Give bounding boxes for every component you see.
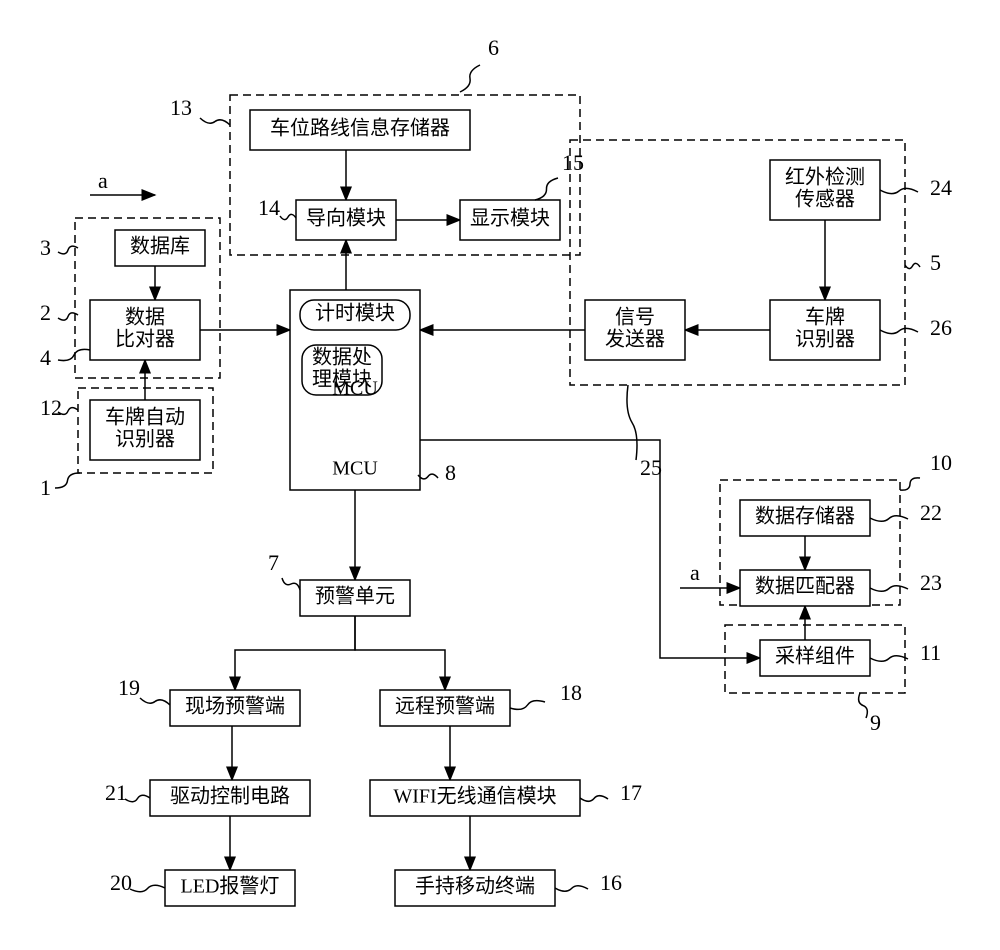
callout-line-24 <box>880 188 918 193</box>
callout-line-7 <box>282 578 300 590</box>
label-b21: 驱动控制电路 <box>170 785 290 808</box>
callout-19: 19 <box>118 675 140 700</box>
label-b19: 现场预警端 <box>185 695 285 718</box>
callout-7: 7 <box>268 550 279 575</box>
callout-line-5 <box>905 263 920 268</box>
callout-line-21 <box>125 795 150 801</box>
callout-21: 21 <box>105 780 127 805</box>
callout-9: 9 <box>870 710 881 735</box>
callout-line-16 <box>555 886 588 892</box>
callout-11: 11 <box>920 640 941 665</box>
block-diagram: 6131514245262532412187191821172016102223… <box>0 0 1000 950</box>
label-b13: 车位路线信息存储器 <box>270 117 450 140</box>
callout-10: 10 <box>930 450 952 475</box>
callout-17: 17 <box>620 780 642 805</box>
callout-13: 13 <box>170 95 192 120</box>
label-b3: 数据库 <box>130 235 190 258</box>
callout-line-19 <box>140 698 170 705</box>
label-b23: 数据匹配器 <box>755 575 855 598</box>
label-b18: 远程预警端 <box>395 695 495 718</box>
label-b26-1: 车牌 <box>805 306 845 329</box>
callout-20: 20 <box>110 870 132 895</box>
callout-4: 4 <box>40 345 51 370</box>
callout-1: 1 <box>40 475 51 500</box>
label-b26-2: 识别器 <box>795 328 855 351</box>
callout-line-22 <box>870 516 908 522</box>
label-b14: 导向模块 <box>306 207 386 230</box>
label-b22: 数据存储器 <box>755 505 855 528</box>
callout-line-18 <box>510 701 545 710</box>
callout-line-20 <box>130 885 165 891</box>
label-b20: LED报警灯 <box>181 875 280 898</box>
callout-line-17 <box>580 796 608 802</box>
callout-line-4 <box>58 349 90 360</box>
callout-12: 12 <box>40 395 62 420</box>
callout-line-25 <box>627 385 637 460</box>
label-b4-2: 比对器 <box>115 328 175 351</box>
polyedge <box>235 616 355 690</box>
label-b25-1: 信号 <box>615 306 655 329</box>
label-b24-2: 传感器 <box>795 188 855 211</box>
label-b24-1: 红外检测 <box>785 166 865 189</box>
label-b15: 显示模块 <box>470 207 550 230</box>
label-mcu: MCU <box>332 458 378 480</box>
callout-8: 8 <box>445 460 456 485</box>
callout-3: 3 <box>40 235 51 260</box>
callout-line-6 <box>460 65 480 92</box>
callout-line-8 <box>418 474 438 479</box>
callout-6: 6 <box>488 35 499 60</box>
label-b25-2: 发送器 <box>605 328 665 351</box>
callout-5: 5 <box>930 250 941 275</box>
callout-24: 24 <box>930 175 952 200</box>
callout-line-11 <box>870 656 908 662</box>
callout-line-1 <box>55 473 80 488</box>
callout-line-10 <box>900 478 920 490</box>
label-b4-1: 数据 <box>125 306 165 329</box>
callout-22: 22 <box>920 500 942 525</box>
callout-15: 15 <box>562 150 584 175</box>
callout-line-14 <box>280 214 296 219</box>
a-label: a <box>98 168 108 193</box>
callout-16: 16 <box>600 870 622 895</box>
callout-23: 23 <box>920 570 942 595</box>
polyedge <box>420 440 760 658</box>
label-timer: 计时模块 <box>315 302 395 325</box>
callout-2: 2 <box>40 300 51 325</box>
label-b7: 预警单元 <box>315 585 395 608</box>
label-b12-2: 识别器 <box>115 428 175 451</box>
callout-line-9 <box>859 693 868 718</box>
polyedge <box>355 616 445 690</box>
label-b12-1: 车牌自动 <box>105 406 185 429</box>
label-proc-1: 数据处 <box>312 346 372 369</box>
callout-14: 14 <box>258 195 280 220</box>
a-label: a <box>690 560 700 585</box>
callout-line-13 <box>200 118 230 125</box>
label-proc-2: 理模块 <box>312 368 372 391</box>
callout-line-23 <box>870 586 908 592</box>
callout-25: 25 <box>640 455 662 480</box>
callout-line-15 <box>535 178 558 200</box>
label-b17: WIFI无线通信模块 <box>393 785 556 808</box>
label-b16: 手持移动终端 <box>415 875 535 898</box>
callout-26: 26 <box>930 315 952 340</box>
callout-18: 18 <box>560 680 582 705</box>
callout-line-26 <box>880 328 918 333</box>
label-b11: 采样组件 <box>775 645 855 668</box>
